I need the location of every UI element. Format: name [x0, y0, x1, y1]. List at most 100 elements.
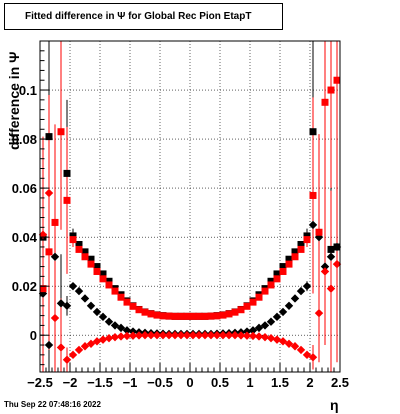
- data-point-diamond: [170, 331, 180, 340]
- data-point-diamond: [194, 331, 204, 340]
- data-point-diamond: [74, 286, 84, 296]
- data-point-square: [81, 248, 89, 256]
- x-tick-label: −0.5: [147, 375, 173, 390]
- x-tick-label: 2.5: [331, 375, 349, 390]
- data-point-square: [75, 241, 83, 249]
- data-point-diamond: [302, 281, 312, 291]
- data-point-square: [123, 298, 131, 306]
- data-point-diamond: [320, 267, 330, 276]
- data-point-diamond: [80, 294, 90, 303]
- data-point-diamond: [326, 284, 336, 293]
- data-point-square: [87, 260, 95, 268]
- x-tick-label: 0: [186, 375, 193, 390]
- data-point-square: [177, 312, 185, 320]
- data-point-diamond: [164, 331, 174, 340]
- data-point-square: [297, 241, 305, 249]
- data-point-diamond: [260, 321, 270, 330]
- data-point-square: [279, 263, 287, 271]
- data-point-diamond: [290, 342, 300, 351]
- data-point-diamond: [296, 345, 306, 355]
- data-point-diamond: [68, 350, 78, 360]
- data-point-square: [327, 86, 335, 94]
- data-point-diamond: [92, 337, 102, 346]
- data-point-diamond: [50, 252, 60, 261]
- data-point-square: [327, 245, 335, 253]
- data-point-square: [285, 255, 293, 263]
- y-tick-label: 0.02: [12, 279, 37, 294]
- data-point-square: [291, 253, 299, 261]
- data-point-square: [249, 298, 257, 306]
- x-tick-label: 2: [306, 375, 313, 390]
- data-point-diamond: [320, 262, 330, 271]
- data-point-diamond: [50, 313, 60, 323]
- data-point-diamond: [242, 331, 252, 340]
- data-point-square: [141, 308, 149, 316]
- data-point-diamond: [86, 301, 96, 310]
- data-point-diamond: [236, 331, 246, 340]
- data-point-square: [147, 310, 155, 318]
- data-point-square: [195, 312, 203, 320]
- data-point-diamond: [224, 331, 234, 340]
- data-point-diamond: [80, 342, 90, 351]
- data-point-diamond: [212, 331, 222, 340]
- data-point-square: [75, 245, 83, 253]
- data-point-square: [129, 302, 137, 310]
- x-axis-label: η: [330, 397, 339, 413]
- data-point-square: [273, 275, 281, 283]
- data-point-square: [135, 306, 143, 314]
- data-point-square: [51, 218, 59, 226]
- data-point-square: [171, 312, 179, 320]
- data-point-square: [93, 267, 101, 275]
- data-point-square: [87, 255, 95, 263]
- x-tick-label: 1.5: [271, 375, 289, 390]
- data-point-square: [189, 312, 197, 320]
- data-point-diamond: [182, 331, 192, 340]
- data-point-diamond: [140, 331, 150, 340]
- data-point-square: [309, 191, 317, 199]
- data-point-square: [267, 277, 275, 285]
- data-point-diamond: [254, 332, 264, 341]
- data-point-diamond: [290, 294, 300, 303]
- data-point-square: [165, 312, 173, 320]
- x-tick-label: −1: [123, 375, 138, 390]
- data-point-square: [267, 281, 275, 289]
- data-point-square: [57, 128, 65, 136]
- data-point-diamond: [92, 307, 102, 317]
- x-tick-label: 0.5: [211, 375, 229, 390]
- data-point-square: [159, 312, 167, 320]
- data-point-diamond: [134, 331, 144, 340]
- y-tick-label: 0.08: [12, 132, 37, 147]
- data-point-square: [45, 133, 53, 141]
- chart-title: Fitted difference in Ψ for Global Rec Pi…: [4, 3, 283, 30]
- data-point-diamond: [122, 331, 132, 341]
- data-point-diamond: [200, 331, 210, 340]
- data-point-diamond: [248, 326, 258, 335]
- timestamp: Thu Sep 22 07:48:16 2022: [4, 400, 101, 409]
- data-point-diamond: [206, 331, 216, 340]
- data-point-square: [201, 312, 209, 320]
- data-point-diamond: [272, 312, 282, 322]
- data-point-square: [273, 270, 281, 278]
- data-point-diamond: [254, 323, 264, 333]
- data-point-square: [243, 302, 251, 310]
- data-point-diamond: [44, 188, 54, 198]
- data-point-square: [213, 312, 221, 320]
- data-point-diamond: [230, 331, 240, 340]
- data-point-square: [63, 169, 71, 177]
- data-point-square: [309, 128, 317, 136]
- data-point-diamond: [302, 350, 312, 360]
- data-point-diamond: [272, 335, 282, 344]
- x-tick-label: 1: [246, 375, 253, 390]
- data-point-square: [117, 293, 125, 301]
- data-point-diamond: [146, 331, 156, 340]
- data-point-diamond: [104, 333, 114, 343]
- data-point-square: [111, 287, 119, 295]
- data-point-diamond: [56, 343, 66, 352]
- data-point-square: [69, 236, 77, 244]
- y-tick-label: 0.1: [19, 83, 37, 98]
- data-point-diamond: [308, 353, 318, 362]
- data-point-diamond: [188, 331, 198, 340]
- data-point-square: [321, 98, 329, 106]
- x-tick-label: −1.5: [87, 375, 113, 390]
